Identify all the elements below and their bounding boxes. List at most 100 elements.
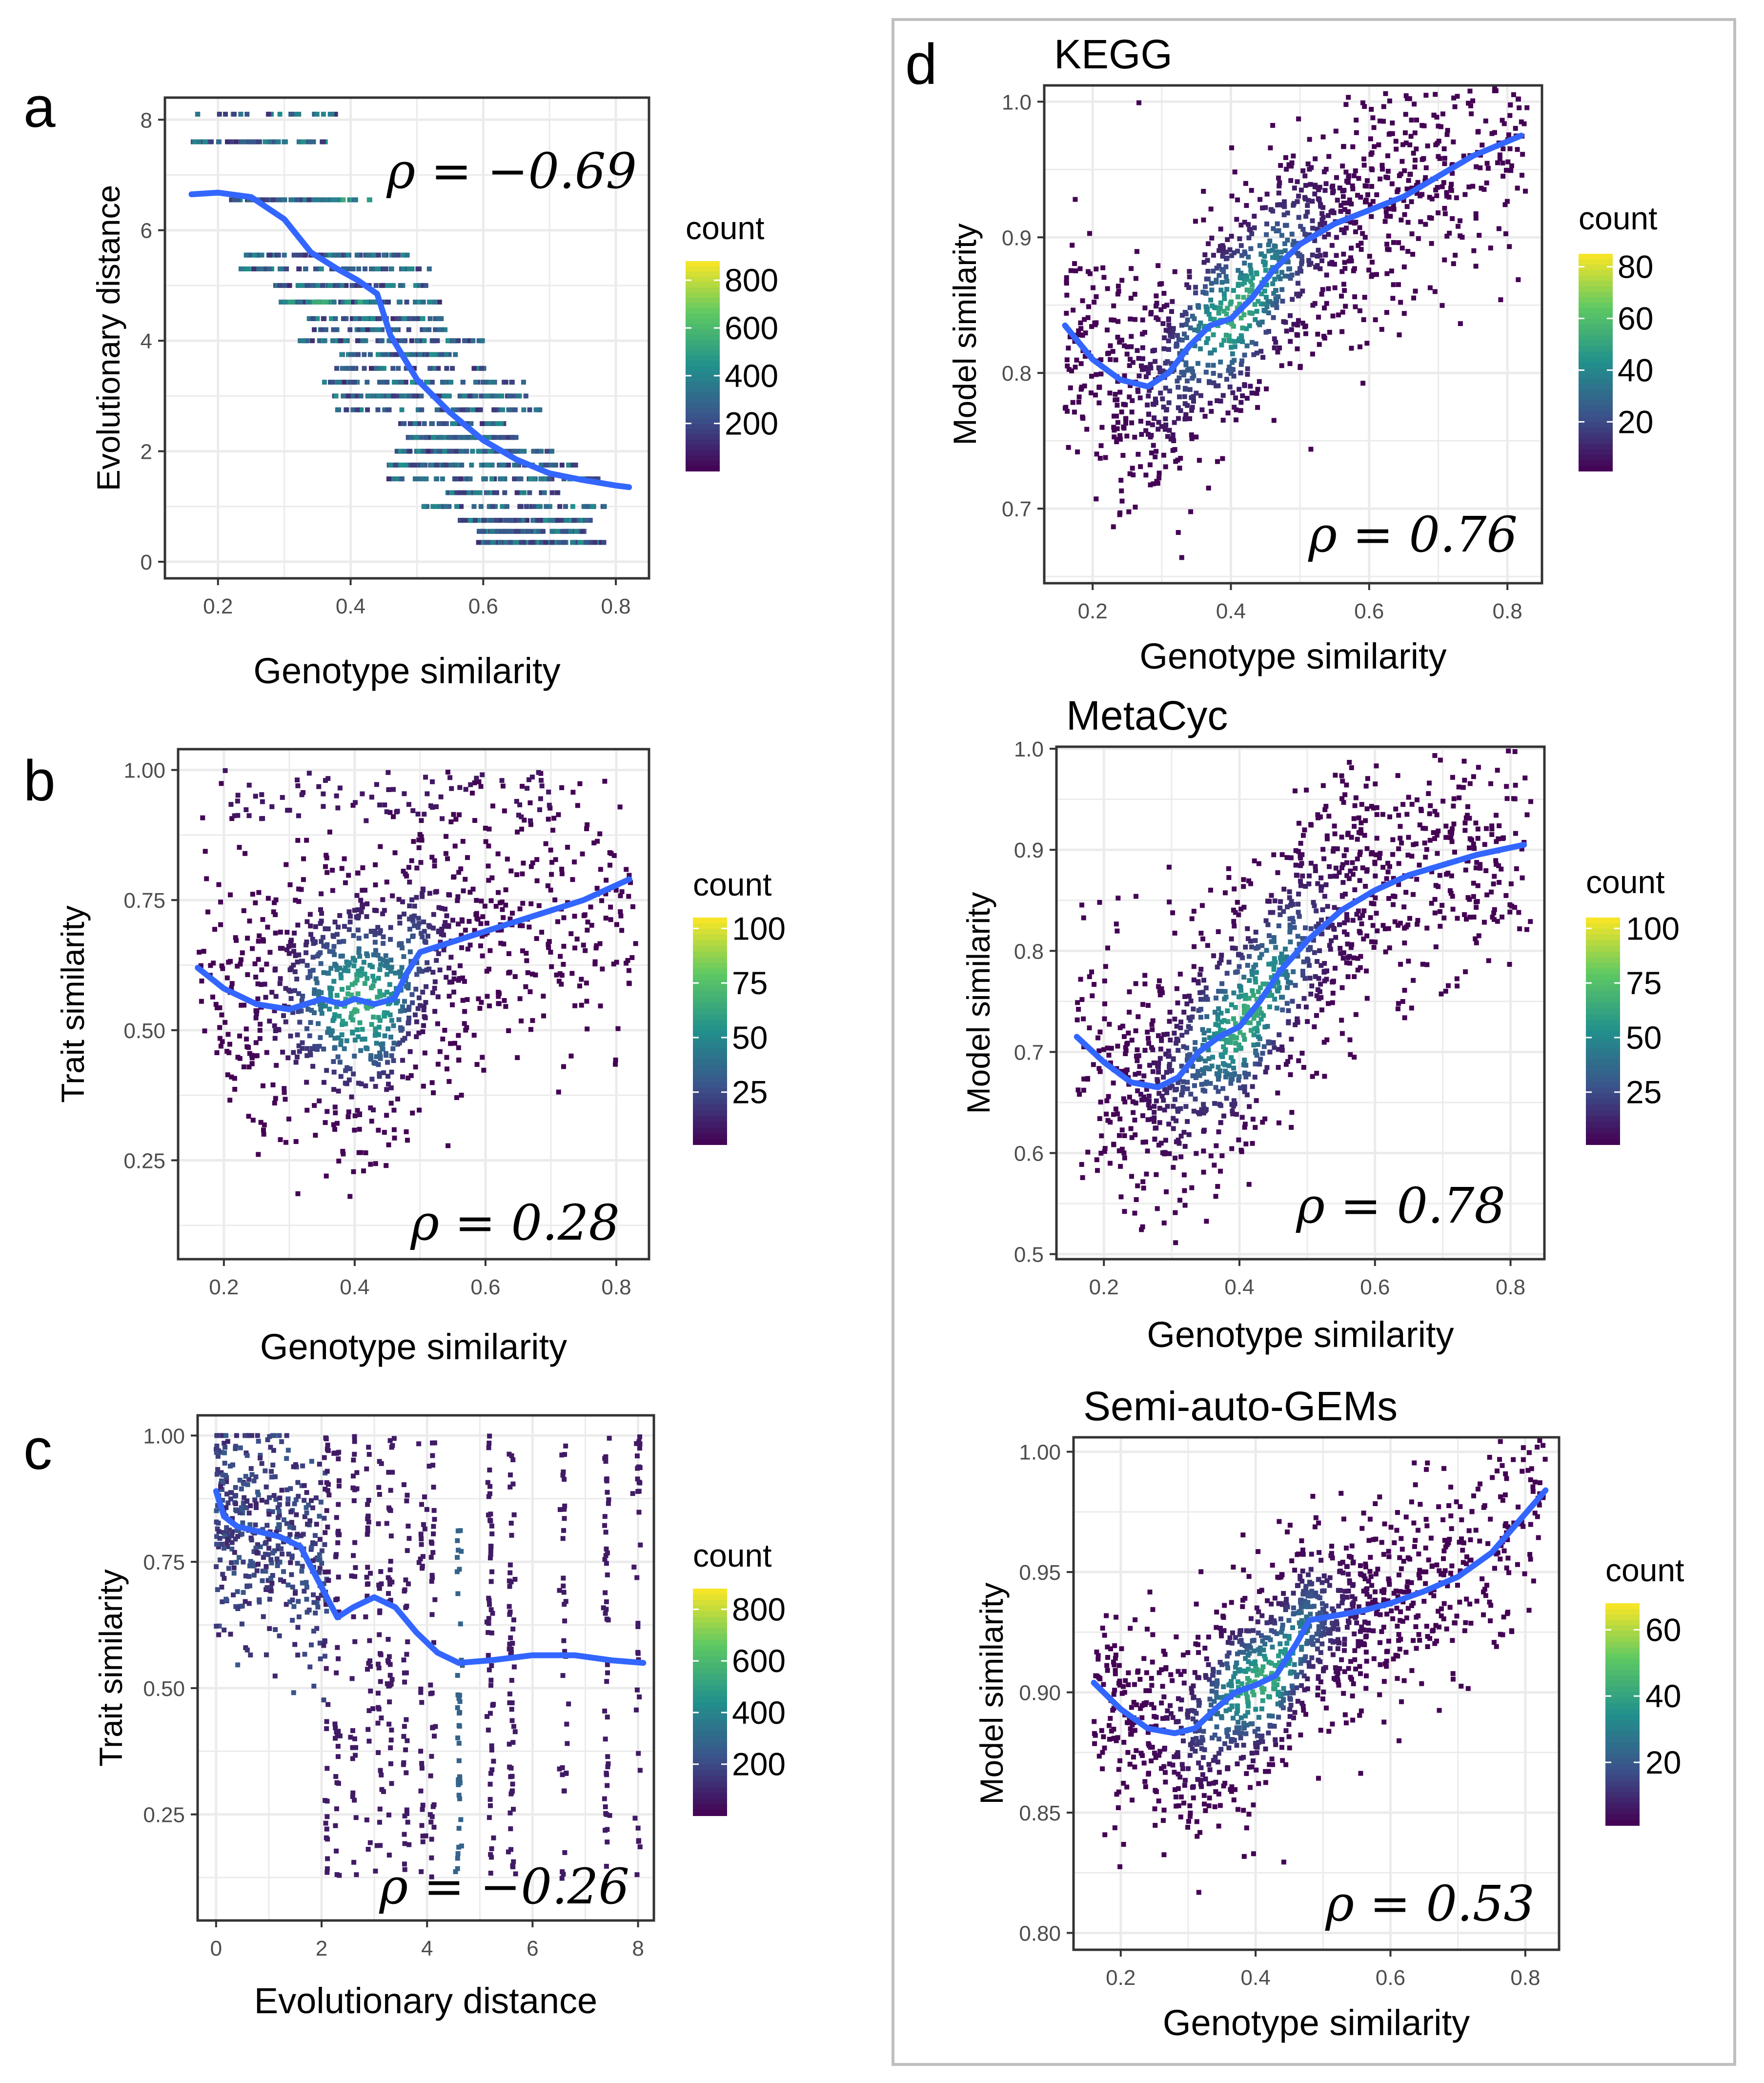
hexbin-cell	[1349, 245, 1354, 251]
hexbin-cell	[414, 895, 419, 900]
hexbin-cell	[360, 299, 365, 305]
hexbin-cell	[276, 1515, 281, 1520]
hexbin-cell	[286, 944, 291, 949]
hexbin-cell	[451, 989, 456, 995]
hexbin-cell	[309, 338, 315, 344]
hexbin-cell	[400, 316, 405, 321]
hexbin-cell	[360, 865, 365, 870]
hexbin-cell	[487, 490, 492, 495]
hexbin-cell	[489, 1747, 494, 1753]
hexbin-cell	[227, 892, 233, 898]
hexbin-cell	[459, 1549, 464, 1554]
hexbin-cell	[603, 1736, 608, 1742]
hexbin-cell	[446, 449, 452, 454]
hexbin-cell	[1338, 203, 1344, 208]
hexbin-cell	[420, 934, 425, 939]
hexbin-cell	[359, 1081, 364, 1086]
hexbin-cell	[351, 1457, 356, 1463]
hexbin-cell	[601, 540, 607, 545]
hexbin-cell	[220, 1039, 225, 1044]
hexbin-cell	[348, 1015, 354, 1020]
hexbin-cell	[273, 139, 278, 144]
hexbin-cell	[345, 991, 351, 997]
hexbin-cell	[412, 393, 417, 399]
hexbin-cell	[1401, 311, 1407, 316]
hexbin-cell	[386, 338, 392, 344]
hexbin-cell	[1369, 150, 1375, 156]
hexbin-cell	[324, 1666, 329, 1671]
hexbin-cell	[394, 1001, 399, 1006]
legend-color-step	[686, 298, 720, 304]
y-tick-label: 4	[141, 329, 152, 353]
hexbin-cell	[467, 338, 472, 344]
hexbin-cell	[367, 352, 373, 357]
hexbin-cell	[1263, 267, 1268, 273]
hexbin-cell	[1196, 328, 1201, 333]
hexbin-cell	[229, 816, 235, 821]
hexbin-cell	[391, 1127, 397, 1132]
hexbin-cell	[454, 504, 460, 509]
hexbin-cell	[309, 1008, 314, 1013]
y-tick-label: 6	[141, 219, 152, 243]
hexbin-cell	[1500, 174, 1506, 179]
hexbin-cell	[1400, 142, 1406, 147]
legend-color-step	[693, 1691, 727, 1697]
hexbin-cell	[344, 366, 349, 371]
hexbin-cell	[390, 1046, 396, 1051]
hexbin-cell	[291, 252, 297, 258]
hexbin-cell	[456, 1723, 462, 1728]
hexbin-cell	[1127, 363, 1132, 368]
hexbin-cell	[607, 1435, 612, 1441]
hexbin-cell	[432, 979, 438, 984]
hexbin-cell	[401, 1734, 406, 1739]
hexbin-cell	[1217, 373, 1223, 378]
hexbin-cell	[304, 919, 310, 924]
hexbin-cell	[430, 1550, 436, 1555]
hexbin-cell	[325, 970, 330, 976]
hexbin-cell	[406, 352, 412, 357]
hexbin-cell	[277, 111, 283, 117]
hexbin-cell	[404, 1652, 409, 1657]
hexbin-cell	[1315, 331, 1320, 337]
hexbin-cell	[444, 1066, 449, 1072]
hexbin-cell	[435, 338, 440, 344]
hexbin-cell	[228, 1496, 233, 1502]
hexbin-cell	[1279, 287, 1285, 292]
hexbin-cell	[393, 352, 399, 357]
hexbin-cell	[470, 449, 475, 454]
hexbin-cell	[476, 518, 481, 523]
hexbin-cell	[217, 1623, 222, 1629]
hexbin-cell	[403, 380, 408, 385]
hexbin-cell	[1270, 281, 1276, 286]
legend-color-step	[693, 1110, 727, 1117]
hexbin-cell	[253, 1008, 259, 1013]
hexbin-cell	[1115, 420, 1120, 425]
hexbin-cell	[516, 813, 521, 818]
hexbin-cell	[406, 1007, 411, 1012]
hexbin-cell	[382, 1130, 387, 1135]
hexbin-cell	[1263, 294, 1269, 300]
hexbin-cell	[1350, 144, 1356, 149]
hexbin-cell	[1123, 416, 1129, 421]
hexbin-cell	[449, 980, 455, 985]
hexbin-cell	[602, 1514, 608, 1519]
hexbin-cell	[275, 1505, 281, 1511]
hexbin-cell	[335, 1645, 340, 1650]
hexbin-cell	[1189, 432, 1194, 437]
hexbin-cell	[354, 972, 360, 978]
hexbin-cell	[250, 1563, 256, 1569]
hexbin-cell	[488, 1579, 494, 1584]
hexbin-cell	[313, 1495, 319, 1501]
hexbin-cell	[1178, 408, 1183, 413]
hexbin-cell	[287, 967, 293, 973]
hexbin-cell	[1354, 117, 1359, 123]
hexbin-cell	[472, 518, 478, 523]
hexbin-cell	[416, 1560, 422, 1565]
hexbin-cell	[439, 449, 444, 454]
hexbin-cell	[365, 393, 370, 399]
hexbin-cell	[533, 529, 538, 534]
hexbin-cell	[269, 111, 274, 117]
hexbin-cell	[304, 1046, 310, 1051]
hexbin-cell	[518, 490, 524, 495]
hexbin-cell	[1259, 319, 1265, 325]
